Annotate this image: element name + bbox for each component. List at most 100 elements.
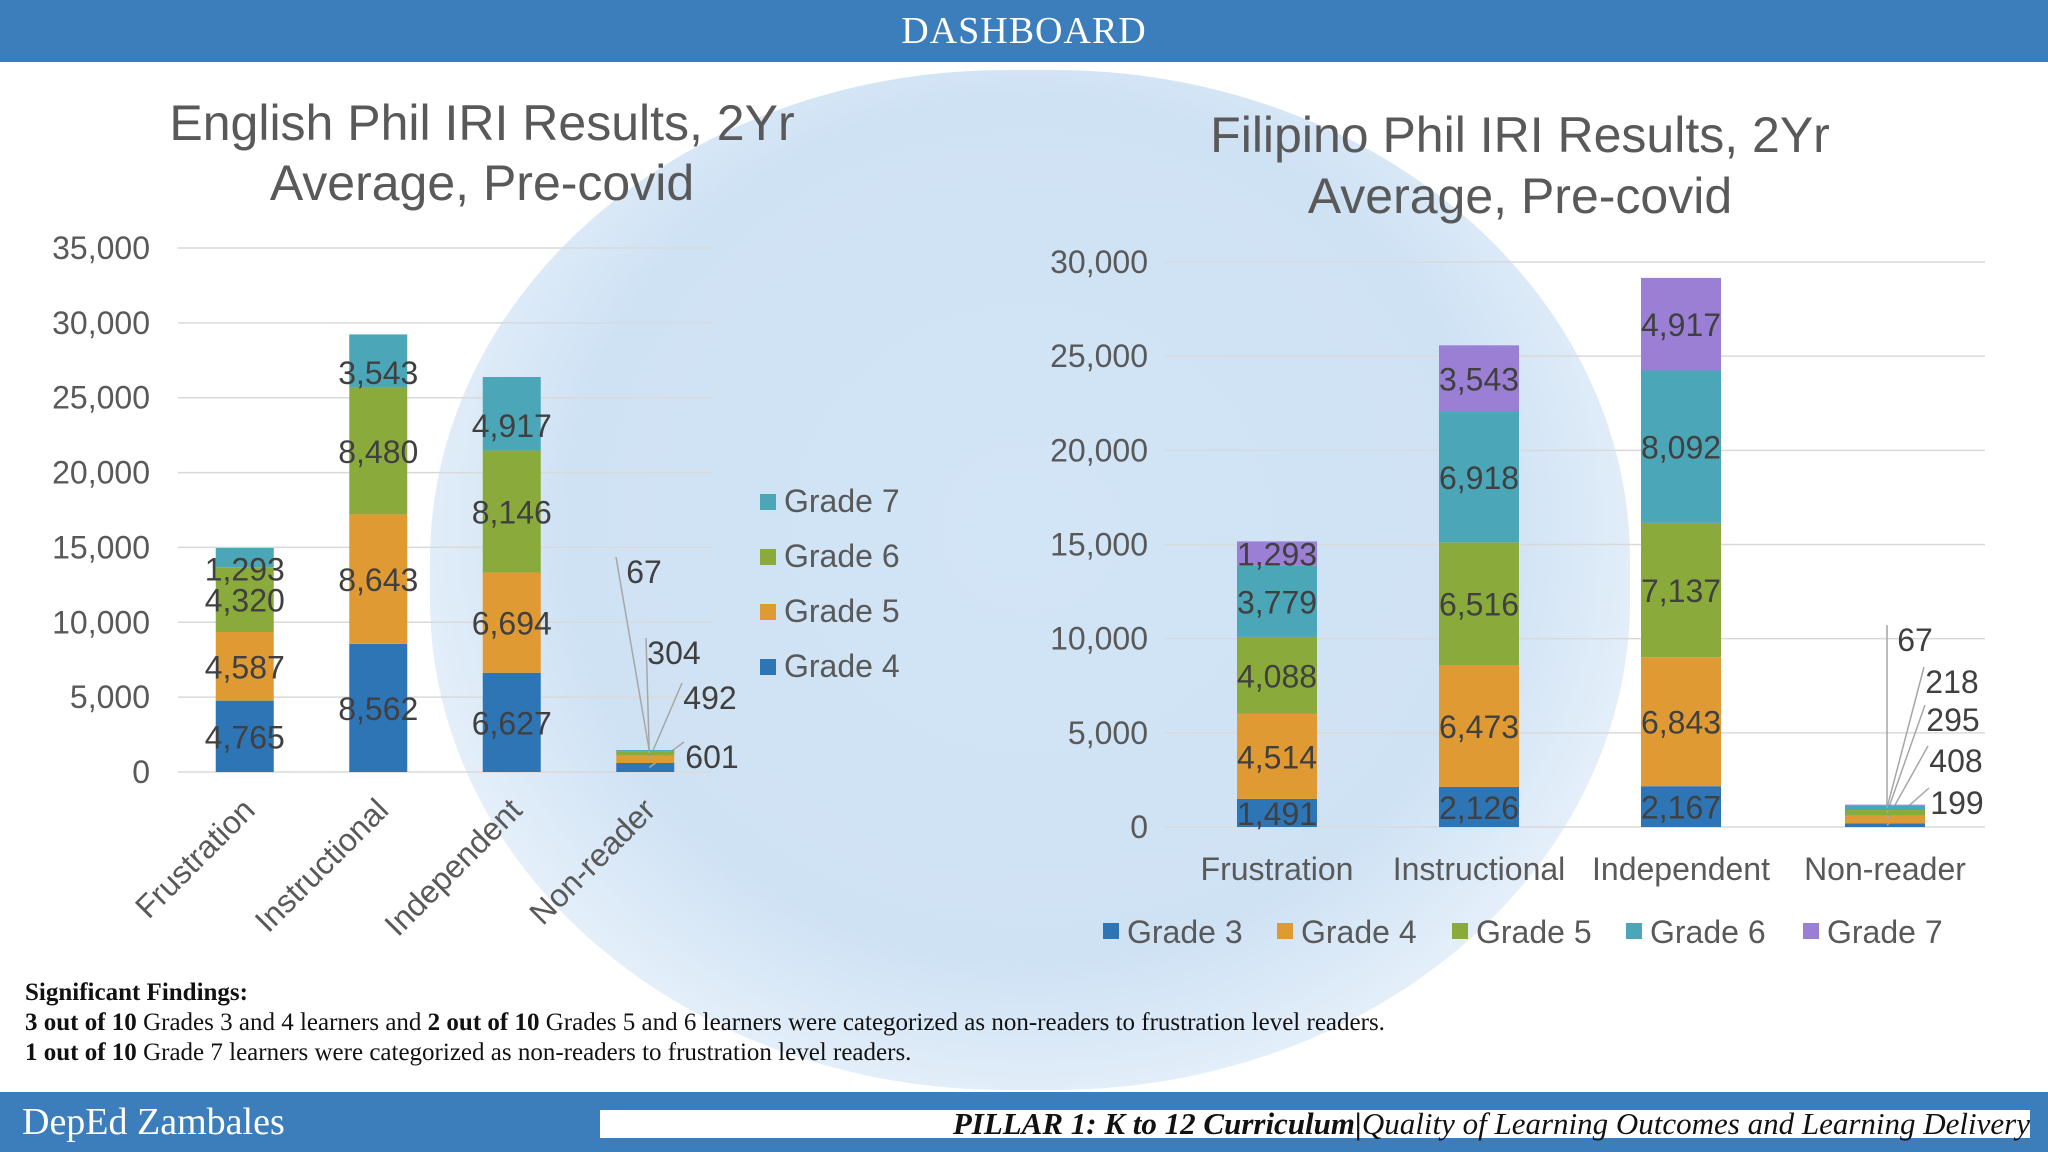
english-data-label: 6,627 xyxy=(472,705,552,741)
filipino-bar-segment xyxy=(1237,713,1317,799)
english-legend-label: Grade 5 xyxy=(784,593,900,629)
english-data-label: 4,765 xyxy=(205,719,285,755)
english-bar-segment xyxy=(482,450,541,573)
filipino-y-tick-label: 30,000 xyxy=(1050,244,1148,280)
english-data-label: 8,643 xyxy=(338,562,418,598)
findings-line-1: 3 out of 10 Grades 3 and 4 learners and … xyxy=(25,1009,1385,1036)
english-bar-segment xyxy=(349,387,408,515)
english-data-label: 67 xyxy=(626,554,662,590)
filipino-bar-segment xyxy=(1237,565,1317,637)
english-bar-segment xyxy=(482,376,541,451)
chart-filipino-title: Average, Pre-covid xyxy=(1308,168,1732,224)
background-watercolor-blob xyxy=(430,70,1630,1090)
significant-findings: Significant Findings: 3 out of 10 Grades… xyxy=(25,978,2025,1068)
english-legend-label: Grade 6 xyxy=(784,538,900,574)
filipino-legend-label: Grade 4 xyxy=(1301,914,1417,950)
english-bar-segment xyxy=(482,572,541,673)
filipino-data-label: 2,126 xyxy=(1439,790,1519,826)
chart-english-title: Average, Pre-covid xyxy=(270,155,694,211)
english-data-label: 492 xyxy=(683,680,736,716)
pillar-banner: PILLAR 1: K to 12 Curriculum|Quality of … xyxy=(600,1108,2030,1139)
english-y-tick-label: 35,000 xyxy=(52,230,150,266)
filipino-legend-label: Grade 7 xyxy=(1827,914,1943,950)
filipino-bar-segment xyxy=(1439,412,1519,543)
findings-heading: Significant Findings: xyxy=(25,979,248,1006)
filipino-y-tick-label: 20,000 xyxy=(1050,432,1148,468)
english-bar-segment xyxy=(482,672,541,772)
filipino-bar-segment xyxy=(1845,823,1925,827)
filipino-data-label: 7,137 xyxy=(1641,573,1721,609)
filipino-data-label: 8,092 xyxy=(1641,430,1721,466)
filipino-bar-segment xyxy=(1641,786,1721,827)
filipino-data-label: 4,917 xyxy=(1641,307,1721,343)
filipino-data-label: 218 xyxy=(1925,664,1978,700)
filipino-bar-segment xyxy=(1845,815,1925,824)
brand-name: DepEd Zambales xyxy=(22,1101,285,1143)
footer-bar: DepEd Zambales PILLAR 1: K to 12 Curricu… xyxy=(0,1092,2048,1152)
filipino-data-label: 1,491 xyxy=(1237,796,1317,832)
chart-filipino-title: Filipino Phil IRI Results, 2Yr xyxy=(1210,107,1830,163)
filipino-leader-line xyxy=(1886,666,1925,809)
english-leader-line xyxy=(645,637,650,754)
english-legend-label: Grade 7 xyxy=(784,483,900,519)
english-bar-segment xyxy=(349,514,408,644)
english-data-label: 304 xyxy=(647,635,700,671)
english-y-tick-label: 5,000 xyxy=(70,679,150,715)
filipino-data-label: 6,843 xyxy=(1641,705,1721,741)
filipino-data-label: 4,088 xyxy=(1237,658,1317,694)
english-bar-segment xyxy=(616,763,675,772)
dashboard-header: DASHBOARD xyxy=(0,0,2048,62)
english-data-label: 4,917 xyxy=(472,408,552,444)
filipino-x-tick-label: Independent xyxy=(1592,851,1770,887)
filipino-legend-label: Grade 3 xyxy=(1127,914,1243,950)
filipino-y-tick-label: 25,000 xyxy=(1050,338,1148,374)
english-data-label: 601 xyxy=(685,739,738,775)
english-leader-line xyxy=(648,682,683,760)
filipino-data-label: 1,293 xyxy=(1237,537,1317,573)
filipino-bar-segment xyxy=(1845,805,1925,811)
filipino-y-tick-label: 15,000 xyxy=(1050,527,1148,563)
english-x-tick-label: Instructional xyxy=(248,791,395,938)
filipino-legend-swatch xyxy=(1277,923,1293,939)
english-bar-segment xyxy=(215,567,274,632)
filipino-bar-segment xyxy=(1237,636,1317,714)
filipino-data-label: 6,473 xyxy=(1439,709,1519,745)
english-x-tick-label: Frustration xyxy=(128,791,262,925)
filipino-bar-segment xyxy=(1237,798,1317,827)
english-bar-segment xyxy=(616,751,675,756)
filipino-data-label: 4,514 xyxy=(1237,739,1317,775)
filipino-data-label: 6,516 xyxy=(1439,587,1519,623)
english-legend-swatch xyxy=(760,549,776,565)
english-data-label: 1,293 xyxy=(205,552,285,588)
filipino-bar-segment xyxy=(1845,804,1925,806)
filipino-legend-label: Grade 5 xyxy=(1476,914,1592,950)
filipino-bar-segment xyxy=(1641,522,1721,658)
english-legend-swatch xyxy=(760,604,776,620)
filipino-leader-line xyxy=(1886,704,1926,814)
filipino-bar-segment xyxy=(1641,657,1721,787)
english-data-label: 8,480 xyxy=(338,434,418,470)
english-legend-label: Grade 4 xyxy=(784,648,900,684)
filipino-legend-swatch xyxy=(1803,923,1819,939)
filipino-legend-swatch xyxy=(1103,923,1119,939)
filipino-x-tick-label: Instructional xyxy=(1393,851,1566,887)
filipino-y-tick-label: 5,000 xyxy=(1068,715,1148,751)
english-x-tick-label: Non-reader xyxy=(522,791,662,931)
english-bar-segment xyxy=(616,750,675,752)
filipino-data-label: 6,918 xyxy=(1439,460,1519,496)
filipino-y-tick-label: 10,000 xyxy=(1050,621,1148,657)
filipino-legend-swatch xyxy=(1452,923,1468,939)
filipino-data-label: 408 xyxy=(1929,743,1982,779)
filipino-data-label: 199 xyxy=(1930,785,1983,821)
findings-line-2: 1 out of 10 Grade 7 learners were catego… xyxy=(25,1039,912,1066)
english-bar-segment xyxy=(215,631,274,701)
filipino-bar-segment xyxy=(1439,786,1519,827)
filipino-bar-segment xyxy=(1439,345,1519,413)
filipino-data-label: 295 xyxy=(1926,702,1979,738)
filipino-bar-segment xyxy=(1439,542,1519,666)
filipino-x-tick-label: Non-reader xyxy=(1804,851,1966,887)
english-y-tick-label: 0 xyxy=(132,754,150,790)
english-legend-swatch xyxy=(760,659,776,675)
english-y-tick-label: 10,000 xyxy=(52,604,150,640)
english-data-label: 8,562 xyxy=(338,691,418,727)
